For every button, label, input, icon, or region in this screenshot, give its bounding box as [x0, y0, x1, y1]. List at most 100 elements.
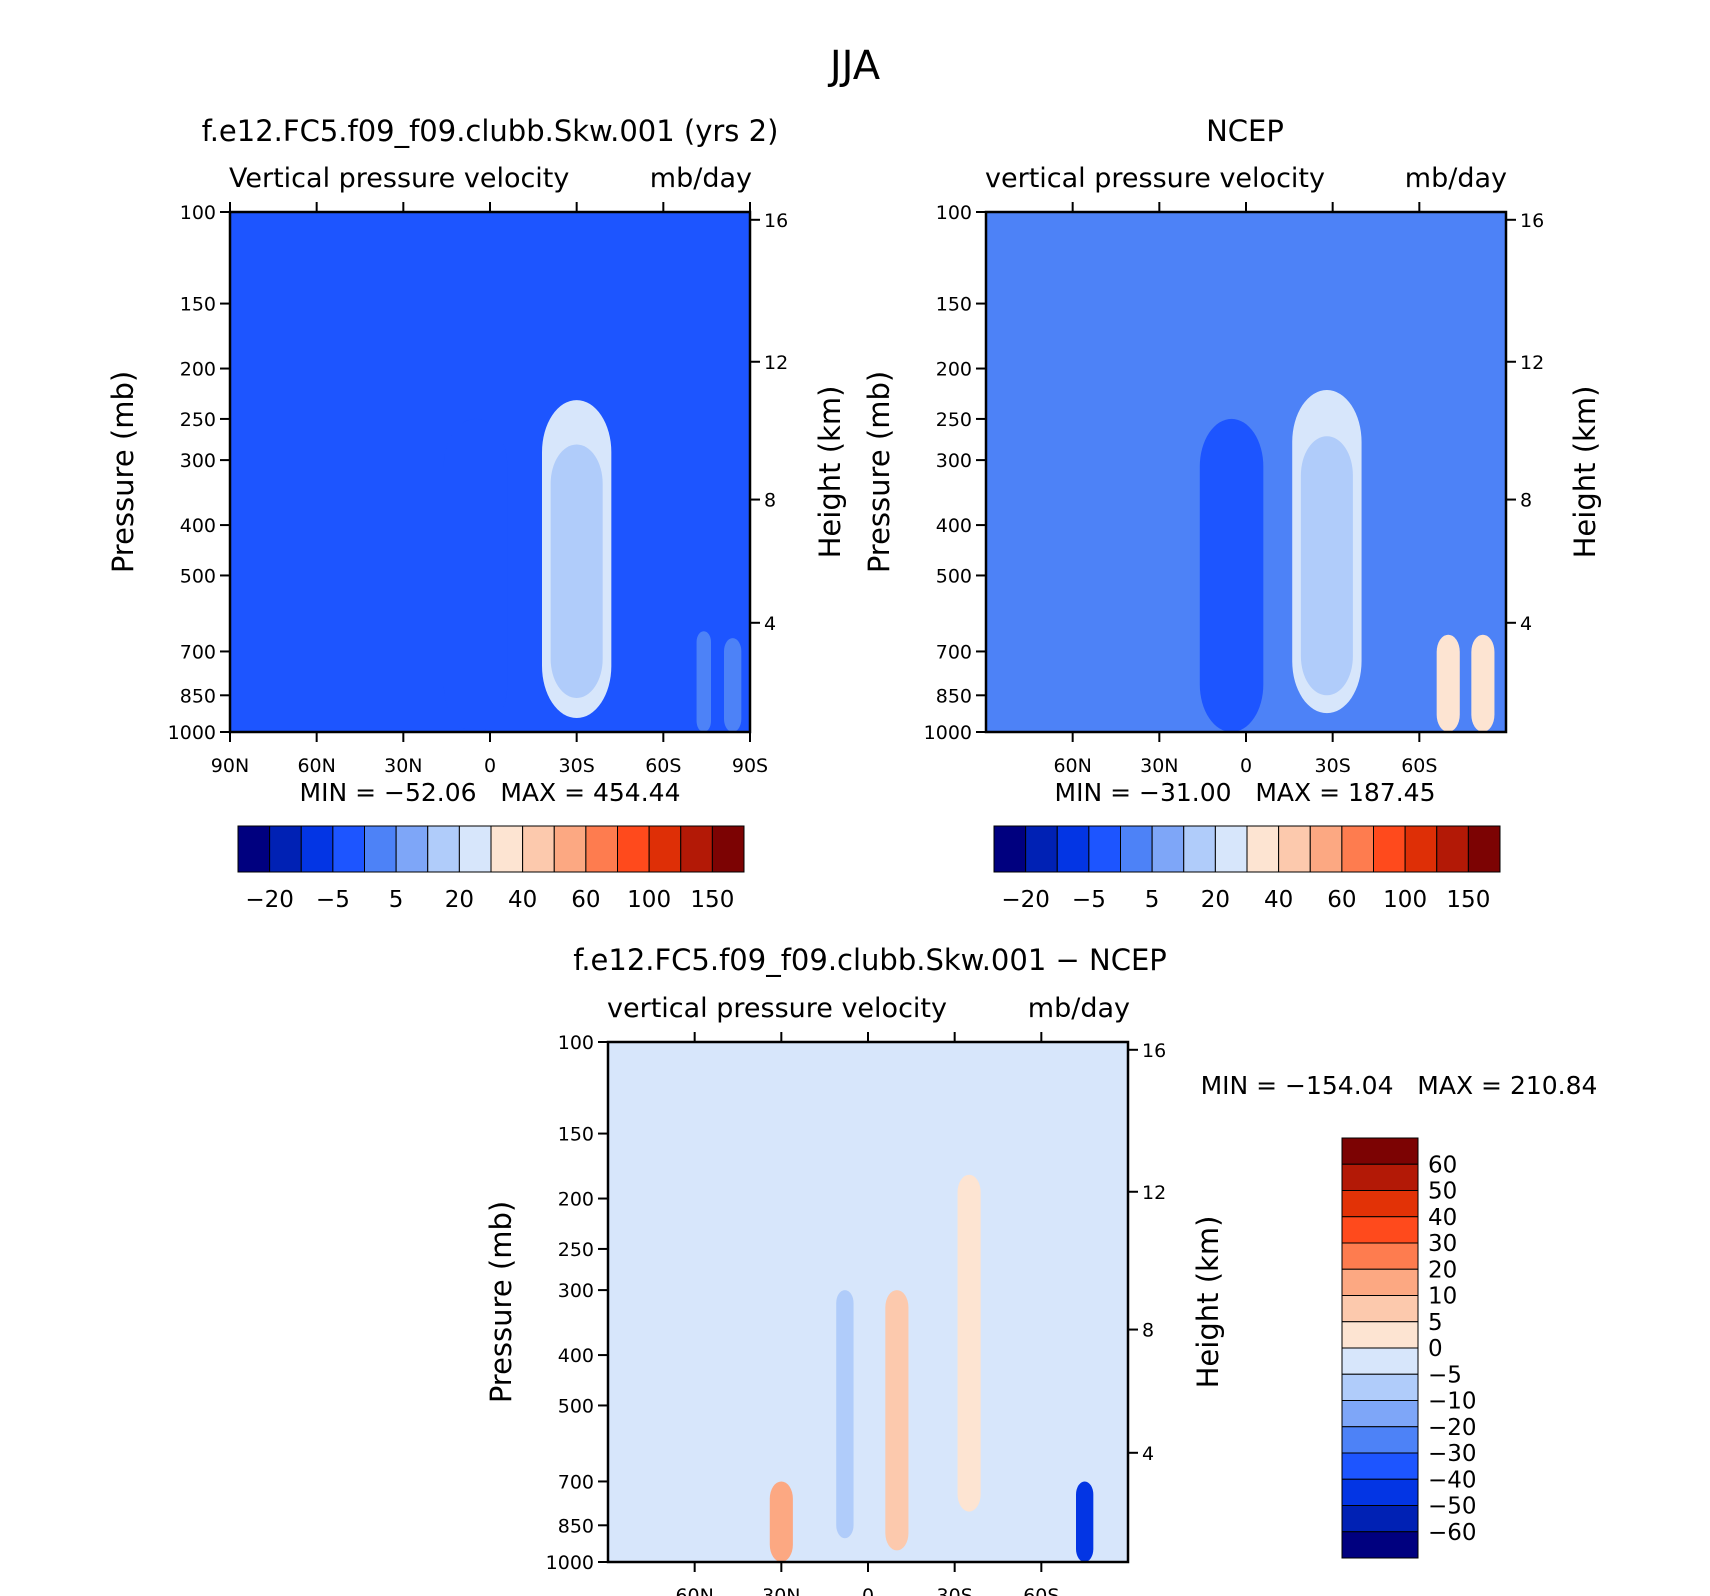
panel-diff: f.e12.FC5.f09_f09.clubb.Skw.001 − NCEP v… [484, 943, 1597, 1596]
y-tick-label-obs-5: 400 [936, 515, 972, 537]
colorbar-swatch-model-15 [711, 825, 745, 873]
colorbar-label-diff-0: 60 [1428, 1152, 1457, 1178]
colorbar-obs: −20 −5 5 20 40 60 100 150 [993, 825, 1501, 913]
colorbar-swatch-obs-15 [1467, 825, 1501, 873]
colorbar-label-model-6: 100 [627, 887, 671, 913]
y-tick-label-diff-9: 1000 [546, 1552, 594, 1574]
colorbar-swatch-obs-8 [1246, 825, 1280, 873]
y-axis-label-model: Pressure (mb) [106, 371, 140, 573]
colorbar-swatch-obs-1 [1025, 825, 1058, 873]
x-tick-label-obs-1: 30N [1140, 755, 1178, 777]
contour-region-obs-3 [1300, 436, 1353, 696]
colorbar-swatch-model-4 [364, 825, 397, 873]
stats-obs: MIN = −31.00 MAX = 187.45 [1055, 778, 1436, 807]
y-tick-label-model-3: 250 [180, 409, 216, 431]
colorbar-swatch-diff-7 [1341, 1321, 1419, 1349]
colorbar-label-obs-1: −5 [1072, 887, 1106, 913]
colorbar-swatch-model-8 [490, 825, 524, 873]
contour-region-diff-4 [1076, 1481, 1094, 1562]
y-right-tick-label-model-3: 4 [764, 613, 776, 635]
y-right-tick-label-obs-2: 8 [1520, 490, 1532, 512]
colorbar-swatch-model-5 [395, 825, 429, 873]
y-axis-right-label-diff: Height (km) [1191, 1216, 1225, 1389]
x-tick-label-model-4: 30S [559, 755, 595, 777]
y-tick-label-obs-0: 100 [936, 202, 972, 224]
colorbar-label-model-2: 5 [389, 887, 404, 913]
colorbar-label-model-4: 40 [508, 887, 537, 913]
y-tick-label-diff-7: 700 [558, 1471, 594, 1493]
colorbar-label-diff-12: −40 [1428, 1467, 1477, 1493]
x-tick-label-model-2: 30N [384, 755, 422, 777]
y-right-tick-label-model-0: 16 [764, 210, 788, 232]
panel-model: f.e12.FC5.f09_f09.clubb.Skw.001 (yrs 2) … [106, 114, 847, 913]
colorbar-swatch-model-9 [522, 825, 555, 873]
y-tick-label-diff-6: 500 [558, 1395, 594, 1417]
contour-layer-model [443, 400, 742, 732]
panel-model-subtitle-right: mb/day [650, 163, 752, 194]
colorbar-swatch-diff-10 [1341, 1400, 1419, 1428]
colorbar-label-diff-6: 5 [1428, 1310, 1443, 1336]
colorbar-label-model-3: 20 [445, 887, 474, 913]
colorbar-label-diff-3: 30 [1428, 1231, 1457, 1257]
colorbar-label-diff-8: −5 [1428, 1362, 1462, 1388]
colorbar-swatch-diff-13 [1341, 1478, 1419, 1506]
y-tick-label-diff-5: 400 [558, 1345, 594, 1367]
colorbar-swatch-model-6 [427, 825, 460, 873]
colorbar-label-model-7: 150 [690, 887, 734, 913]
y-tick-label-model-4: 300 [180, 450, 216, 472]
panel-diff-subtitle-left: vertical pressure velocity [607, 993, 947, 1024]
panel-model-subtitle-left: Vertical pressure velocity [229, 163, 569, 194]
x-tick-label-model-0: 90N [211, 755, 249, 777]
y-right-tick-label-obs-1: 12 [1520, 352, 1544, 374]
colorbar-swatch-diff-14 [1341, 1505, 1419, 1533]
colorbar-swatch-obs-12 [1373, 825, 1406, 873]
colorbar-label-diff-14: −60 [1428, 1520, 1477, 1546]
panel-diff-title: f.e12.FC5.f09_f09.clubb.Skw.001 − NCEP [573, 943, 1167, 977]
y-tick-label-model-7: 700 [180, 641, 216, 663]
colorbar-swatch-obs-4 [1120, 825, 1153, 873]
y-tick-label-obs-7: 700 [936, 641, 972, 663]
colorbar-swatch-obs-3 [1088, 825, 1121, 873]
x-tick-label-obs-0: 60N [1053, 755, 1091, 777]
x-tick-label-model-3: 0 [484, 755, 496, 777]
y-right-tick-label-obs-0: 16 [1520, 210, 1544, 232]
x-tick-label-diff-2: 0 [862, 1585, 874, 1596]
colorbar-swatch-diff-4 [1341, 1242, 1419, 1270]
y-right-tick-label-diff-2: 8 [1142, 1320, 1154, 1342]
colorbar-label-model-1: −5 [316, 887, 350, 913]
page-title: JJA [827, 43, 881, 89]
x-tick-label-obs-3: 30S [1315, 755, 1351, 777]
contour-region-diff-0 [836, 1290, 854, 1539]
colorbar-swatch-obs-7 [1214, 825, 1248, 873]
y-tick-label-model-5: 400 [180, 515, 216, 537]
colorbar-label-model-5: 60 [571, 887, 600, 913]
y-tick-label-obs-9: 1000 [924, 722, 972, 744]
contour-region-obs-1 [1199, 418, 1264, 732]
colorbar-swatch-diff-9 [1341, 1373, 1419, 1401]
contour-layer-diff [769, 1174, 1094, 1562]
y-axis-right-obs: 16 12 8 4 [1506, 210, 1544, 635]
colorbar-swatch-obs-13 [1404, 825, 1438, 873]
contour-region-model-4 [696, 631, 711, 732]
y-tick-label-diff-4: 300 [558, 1280, 594, 1302]
colorbar-model: −20 −5 5 20 40 60 100 150 [237, 825, 745, 913]
colorbar-swatch-obs-5 [1151, 825, 1185, 873]
colorbar-label-diff-4: 20 [1428, 1257, 1457, 1283]
y-tick-label-diff-3: 250 [558, 1239, 594, 1261]
contour-region-obs-4 [1436, 634, 1460, 732]
x-tick-label-model-5: 60S [645, 755, 681, 777]
panel-obs-subtitle-left: vertical pressure velocity [985, 163, 1325, 194]
colorbar-label-obs-7: 150 [1446, 887, 1490, 913]
colorbar-swatch-diff-12 [1341, 1452, 1419, 1480]
y-tick-label-obs-1: 150 [936, 294, 972, 316]
contour-region-obs-5 [1471, 634, 1495, 732]
colorbar-label-diff-7: 0 [1428, 1336, 1443, 1362]
colorbar-swatch-obs-10 [1309, 825, 1343, 873]
colorbar-label-diff-9: −10 [1428, 1389, 1477, 1415]
y-right-tick-label-diff-1: 12 [1142, 1182, 1166, 1204]
colorbar-swatch-model-2 [300, 825, 334, 873]
colorbar-label-diff-13: −50 [1428, 1494, 1477, 1520]
x-tick-label-model-6: 90S [732, 755, 768, 777]
